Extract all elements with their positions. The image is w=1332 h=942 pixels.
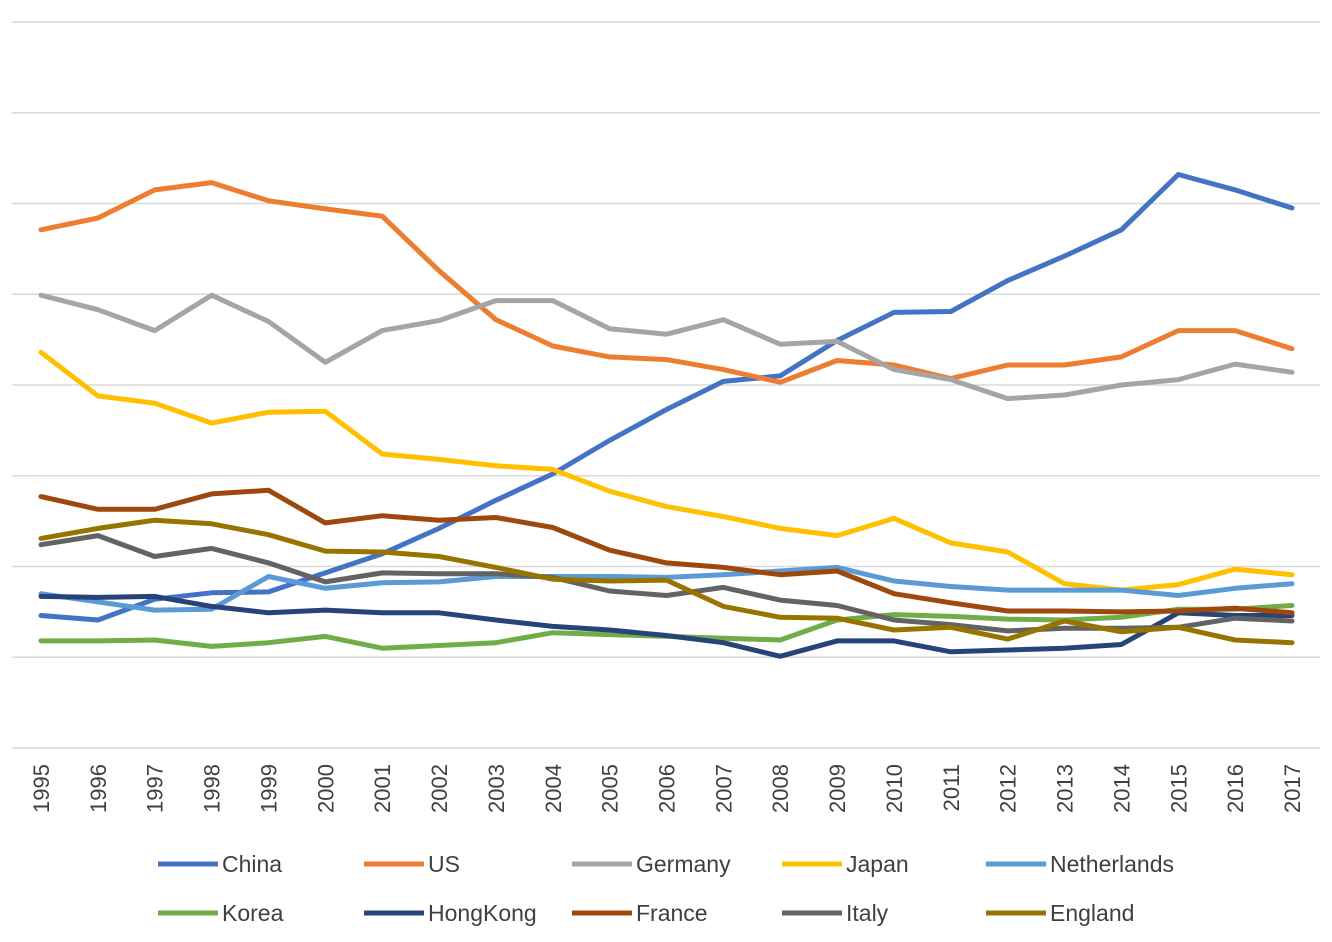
series-line-us <box>38 180 1295 385</box>
legend-label-germany: Germany <box>636 851 731 877</box>
series-line-germany <box>38 292 1295 402</box>
legend-label-england: England <box>1050 900 1134 926</box>
x-tick-label: 1998 <box>200 764 225 813</box>
x-tick-label: 2013 <box>1053 764 1078 813</box>
legend-label-italy: Italy <box>846 900 889 926</box>
series-line-italy <box>38 533 1295 634</box>
series-line-china <box>38 172 1295 623</box>
x-tick-label: 2002 <box>427 764 452 813</box>
x-tick-label: 2014 <box>1109 764 1134 813</box>
x-tick-label: 1996 <box>86 764 111 813</box>
x-tick-label: 1995 <box>29 764 54 813</box>
x-tick-label: 2001 <box>370 764 395 813</box>
x-tick-label: 2007 <box>711 764 736 813</box>
legend-label-korea: Korea <box>222 900 284 926</box>
series-line-hongkong <box>38 593 1295 659</box>
x-tick-label: 2015 <box>1166 764 1191 813</box>
legend-label-france: France <box>636 900 708 926</box>
series-line-japan <box>38 349 1295 593</box>
x-tick-label: 2004 <box>541 764 566 813</box>
series-line-france <box>38 487 1295 616</box>
legend-label-netherlands: Netherlands <box>1050 851 1174 877</box>
legend: China US Germany Japan Netherlands Korea HongK… <box>158 851 1174 926</box>
x-tick-label: 2000 <box>313 764 338 813</box>
x-tick-label: 2016 <box>1223 764 1248 813</box>
x-tick-label: 2017 <box>1280 764 1305 813</box>
x-tick-label: 1997 <box>143 764 168 813</box>
x-tick-label: 2008 <box>768 764 793 813</box>
legend-label-hongkong: HongKong <box>428 900 537 926</box>
legend-label-us: US <box>428 851 460 877</box>
legend-label-china: China <box>222 851 282 877</box>
x-tick-label: 2006 <box>655 764 680 813</box>
x-tick-label: 2009 <box>825 764 850 813</box>
series-lines <box>38 172 1295 659</box>
x-tick-label: 2010 <box>882 764 907 813</box>
series-line-england <box>38 517 1295 646</box>
x-tick-label: 2012 <box>996 764 1021 813</box>
legend-label-japan: Japan <box>846 851 909 877</box>
x-tick-label: 2005 <box>598 764 623 813</box>
x-tick-label: 2011 <box>939 764 964 811</box>
gridlines <box>12 21 1320 749</box>
x-axis-tick-labels: 1995 1996 1997 1998 1999 2000 2001 2002 2003 2004… <box>29 764 1305 813</box>
series-line-netherlands <box>38 564 1295 613</box>
x-tick-label: 2003 <box>484 764 509 813</box>
x-tick-label: 1999 <box>256 764 281 813</box>
